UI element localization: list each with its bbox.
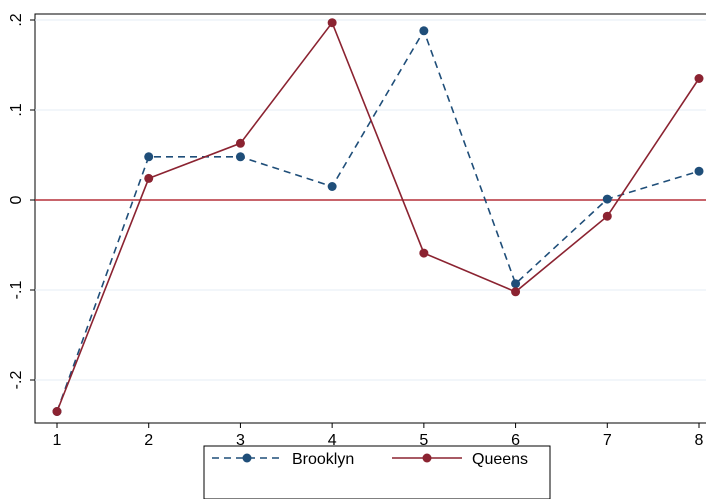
y-tick-label: -.1 <box>8 281 25 300</box>
legend: Brooklyn Queens <box>203 445 551 500</box>
legend-swatch-marker <box>422 453 432 463</box>
y-tick-label: .2 <box>8 13 25 26</box>
x-tick-label: 6 <box>511 432 520 449</box>
data-point-brooklyn <box>419 26 429 36</box>
data-point-queens <box>419 248 429 258</box>
x-tick-label: 8 <box>695 432 704 449</box>
x-tick-label: 3 <box>236 432 245 449</box>
data-point-brooklyn <box>327 182 337 191</box>
data-point-queens <box>235 138 245 148</box>
y-tick-label: 0 <box>8 195 25 204</box>
data-point-queens <box>144 173 154 183</box>
series-line-brooklyn <box>56 28 700 412</box>
grid-lines <box>35 19 706 381</box>
data-point-queens <box>327 18 337 28</box>
x-tick-label: 5 <box>419 432 428 449</box>
data-point-brooklyn <box>235 152 245 162</box>
data-point-brooklyn <box>602 194 612 204</box>
data-point-queens <box>602 211 612 221</box>
series-line-queens <box>56 21 700 412</box>
data-point-brooklyn <box>694 166 704 176</box>
legend-swatch-marker <box>242 453 252 463</box>
series-group <box>52 18 704 416</box>
x-tick-label: 4 <box>328 432 337 449</box>
legend-label-queens: Queens <box>472 451 528 468</box>
x-tick-label: 2 <box>144 432 153 449</box>
plot-area <box>34 13 706 424</box>
y-tick-label: .1 <box>8 103 25 116</box>
data-point-brooklyn <box>511 279 521 289</box>
data-point-queens <box>52 407 62 416</box>
data-point-queens <box>694 74 704 83</box>
data-point-brooklyn <box>144 152 154 162</box>
legend-label-brooklyn: Brooklyn <box>292 451 354 468</box>
x-tick-label: 7 <box>603 432 612 449</box>
legend-box <box>203 445 551 500</box>
x-tick-label: 1 <box>53 432 62 449</box>
data-point-queens <box>511 287 521 297</box>
y-tick-label: -.2 <box>8 371 25 390</box>
axes: .2 .1 0 -.1 -.2 1 2 3 4 5 6 7 8 <box>8 13 704 449</box>
